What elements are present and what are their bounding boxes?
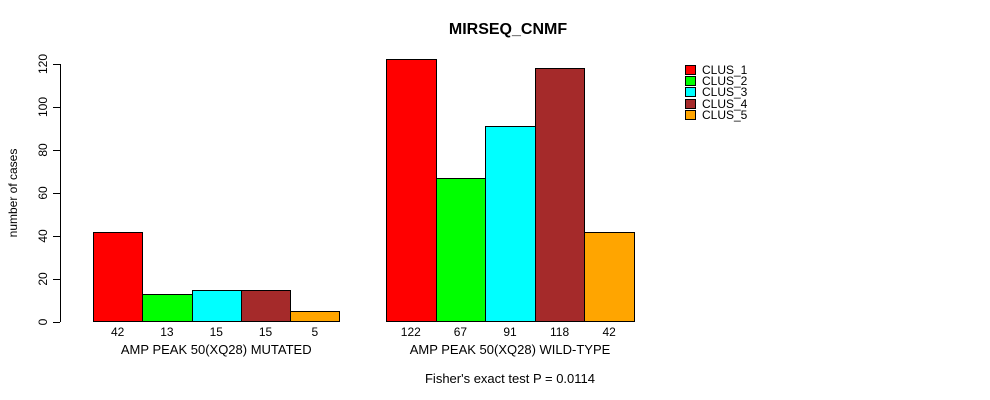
- bar-clus_2-group2: [435, 177, 487, 322]
- y-axis-tick-label: 0: [36, 318, 50, 326]
- y-axis-label: number of cases: [6, 148, 20, 238]
- legend-label-clus_3: CLUS_3: [702, 85, 748, 100]
- y-axis-tick: [53, 278, 60, 280]
- fisher-test-annotation: Fisher's exact test P = 0.0114: [424, 371, 596, 386]
- legend-swatch-clus_1: [685, 65, 696, 75]
- bar-clus_4-group1: [240, 289, 292, 322]
- legend-swatch-clus_4: [685, 98, 696, 109]
- y-axis-tick: [53, 63, 60, 65]
- x-axis-group-label: AMP PEAK 50(XQ28) WILD-TYPE: [409, 342, 611, 357]
- y-axis-tick-label: 120: [36, 53, 50, 74]
- y-axis-tick-label: 40: [36, 229, 50, 243]
- bar-clus_1-group2: [386, 59, 437, 322]
- bar-clus_2-group1: [142, 293, 193, 322]
- bar-value-label: 42: [110, 325, 125, 339]
- bar-value-label: 15: [258, 325, 273, 339]
- legend-swatch-clus_5: [685, 109, 696, 120]
- y-axis-tick-label: 100: [36, 96, 50, 117]
- y-axis-tick-label: 80: [36, 142, 50, 157]
- y-axis-tick: [53, 235, 60, 237]
- bar-value-label: 13: [160, 325, 174, 339]
- x-axis-group-label: AMP PEAK 50(XQ28) MUTATED: [120, 342, 312, 357]
- chart-title: MIRSEQ_CNMF: [448, 21, 568, 38]
- legend-swatch-clus_2: [685, 76, 696, 87]
- legend-label-clus_1: CLUS_1: [702, 63, 748, 77]
- legend-label-clus_2: CLUS_2: [702, 74, 748, 89]
- bar-clus_4-group2: [534, 67, 586, 322]
- y-axis-tick: [53, 106, 60, 108]
- y-axis-line: [60, 63, 61, 322]
- bar-clus_3-group1: [191, 289, 242, 322]
- bar-value-label: 15: [209, 325, 223, 339]
- bar-clus_5-group1: [290, 311, 341, 322]
- legend-label-clus_5: CLUS_5: [702, 107, 748, 122]
- y-axis-tick: [53, 149, 60, 151]
- bar-value-label: 118: [550, 325, 570, 339]
- y-axis-tick-label: 60: [36, 186, 50, 200]
- bar-value-label: 91: [503, 325, 517, 339]
- bar-clus_1-group1: [93, 231, 144, 322]
- bar-value-label: 122: [400, 325, 421, 339]
- bar-value-label: 67: [453, 325, 468, 339]
- y-axis-tick: [53, 192, 60, 194]
- bar-clus_5-group2: [584, 231, 635, 322]
- bar-value-label: 42: [602, 325, 616, 339]
- y-axis-tick-label: 20: [36, 272, 50, 286]
- legend-label-clus_4: CLUS_4: [702, 96, 748, 111]
- bar-clus_3-group2: [485, 125, 536, 322]
- y-axis-tick: [53, 322, 60, 323]
- legend-swatch-clus_3: [685, 87, 696, 98]
- bar-value-label: 5: [311, 325, 319, 339]
